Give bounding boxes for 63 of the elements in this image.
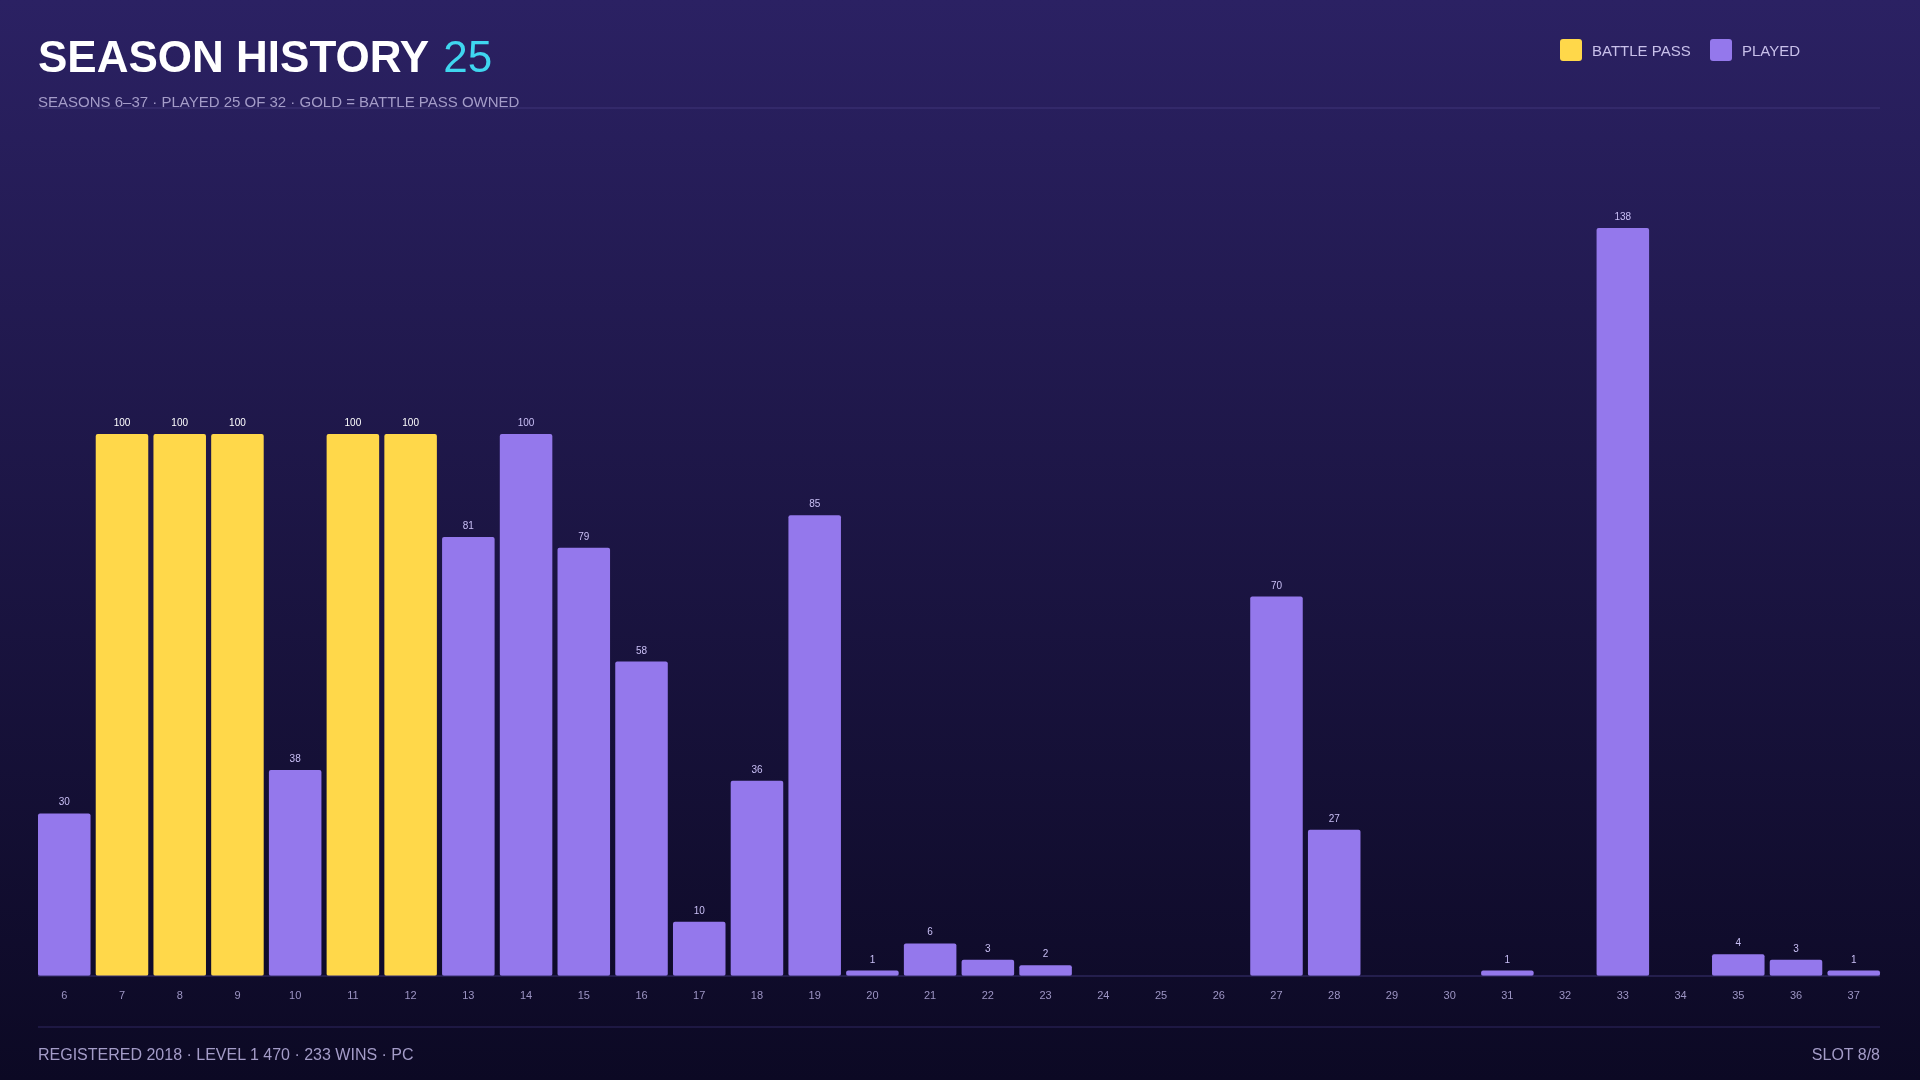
- x-tick-label: 9: [234, 989, 241, 1001]
- x-tick-label: 8: [176, 989, 183, 1001]
- data-label: 4: [1735, 937, 1742, 949]
- x-tick-label: 34: [1674, 989, 1687, 1001]
- data-label: 100: [113, 416, 131, 428]
- x-tick-label: 31: [1501, 989, 1514, 1001]
- data-label: 38: [289, 753, 302, 765]
- legend-label: PLAYED: [1742, 42, 1801, 59]
- x-tick-label: 33: [1616, 989, 1629, 1001]
- chart-title: SEASON HISTORY 25: [38, 32, 493, 81]
- data-label: 36: [751, 763, 763, 775]
- data-label: 100: [402, 416, 420, 428]
- data-label: 85: [809, 498, 821, 510]
- x-tick-label: 12: [404, 989, 417, 1001]
- data-label: 1: [1850, 953, 1857, 965]
- data-label: 58: [635, 644, 648, 656]
- data-label: 10: [693, 904, 706, 916]
- x-tick-label: 16: [635, 989, 648, 1001]
- x-tick-label: 23: [1039, 989, 1052, 1001]
- x-tick-label: 22: [981, 989, 994, 1001]
- data-label: 3: [1793, 942, 1800, 954]
- data-label: 1: [869, 953, 876, 965]
- x-tick-label: 20: [866, 989, 879, 1001]
- x-tick-label: 13: [462, 989, 475, 1001]
- data-label: 3: [985, 942, 992, 954]
- x-tick-label: 36: [1789, 989, 1803, 1001]
- data-label: 100: [229, 416, 247, 428]
- x-tick-label: 11: [347, 989, 359, 1001]
- legend-label: BATTLE PASS: [1592, 42, 1691, 59]
- data-label: 2: [1042, 948, 1049, 960]
- x-tick-label: 28: [1328, 989, 1341, 1001]
- x-tick-label: 37: [1847, 989, 1860, 1001]
- text: SLOT 8/8: [1811, 1046, 1881, 1063]
- x-tick-label: 29: [1385, 989, 1399, 1001]
- x-tick-label: 25: [1154, 989, 1168, 1001]
- x-tick-label: 27: [1270, 989, 1283, 1001]
- x-tick-label: 7: [118, 989, 126, 1001]
- data-label: 1: [1504, 953, 1511, 965]
- data-label: 100: [171, 416, 189, 428]
- x-tick-label: 6: [61, 989, 68, 1001]
- x-tick-label: 21: [924, 989, 937, 1001]
- data-label: 79: [578, 530, 590, 542]
- x-tick-label: 18: [750, 989, 764, 1001]
- data-label: 6: [927, 926, 934, 938]
- x-tick-label: 17: [693, 989, 706, 1001]
- data-label: 70: [1270, 579, 1283, 591]
- x-tick-label: 26: [1212, 989, 1225, 1001]
- x-tick-label: 35: [1732, 989, 1745, 1001]
- data-label: 100: [517, 416, 535, 428]
- x-tick-label: 32: [1558, 989, 1572, 1001]
- x-tick-label: 24: [1097, 989, 1110, 1001]
- x-tick-label: 10: [289, 989, 302, 1001]
- data-label: 30: [58, 796, 71, 808]
- x-tick-label: 15: [577, 989, 590, 1001]
- chart-subtitle: SEASONS 6–37 · PLAYED 25 OF 32 · GOLD = BATTLE PASS OWNED: [38, 93, 520, 110]
- x-tick-label: 30: [1443, 989, 1456, 1001]
- data-label: 138: [1614, 211, 1632, 222]
- x-tick-label: 14: [519, 989, 533, 1001]
- data-label: 27: [1328, 812, 1341, 824]
- data-label: 81: [462, 519, 475, 531]
- text: REGISTERED 2018 · LEVEL 1 470 · 233 WINS · PC: [38, 1046, 414, 1063]
- x-tick-label: 19: [808, 989, 821, 1001]
- data-label: 100: [344, 416, 362, 428]
